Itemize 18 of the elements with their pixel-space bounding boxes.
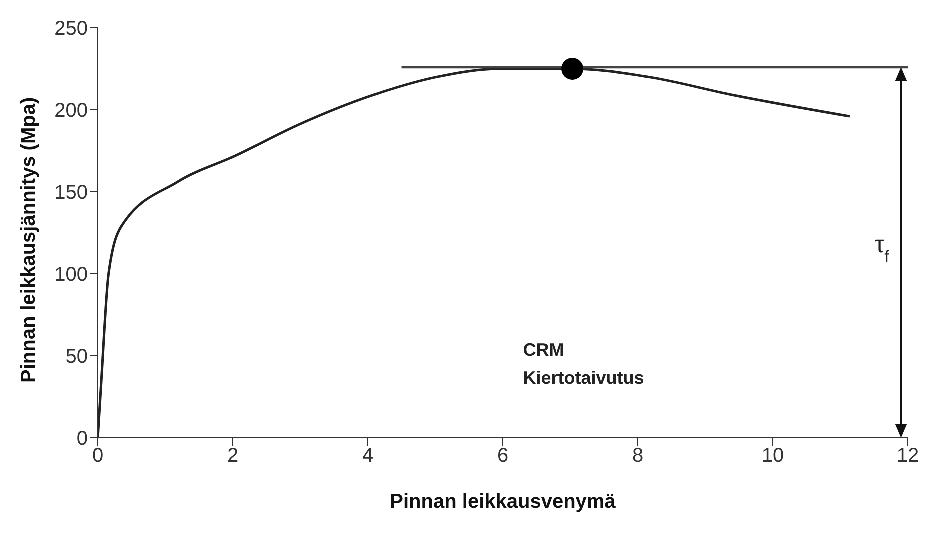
x-tick-label: 8 [632, 445, 644, 468]
annotation: Kiertotaivutus [523, 368, 644, 388]
annotation: CRM [523, 340, 564, 360]
annotation: τ$_{f}$ [875, 232, 890, 266]
y-tick-label: 0 [76, 428, 88, 450]
y-tick-label: 100 [54, 264, 88, 286]
y-axis-title: Pinnan leikkausjännitys (Mpa) [18, 97, 40, 383]
y-tick-label: 200 [54, 100, 88, 122]
x-tick-label: 0 [92, 445, 104, 468]
x-axis-title: Pinnan leikkausvenymä [390, 491, 617, 513]
x-tick-label: 12 [896, 445, 920, 468]
x-tick-label: 4 [362, 445, 374, 468]
y-tick-label: 150 [54, 182, 88, 204]
x-tick-label: 2 [227, 445, 239, 468]
x-tick-label: 6 [497, 445, 509, 468]
y-tick-label: 50 [66, 346, 88, 368]
x-tick-label: 10 [762, 445, 784, 468]
y-tick-label: 250 [54, 18, 88, 40]
